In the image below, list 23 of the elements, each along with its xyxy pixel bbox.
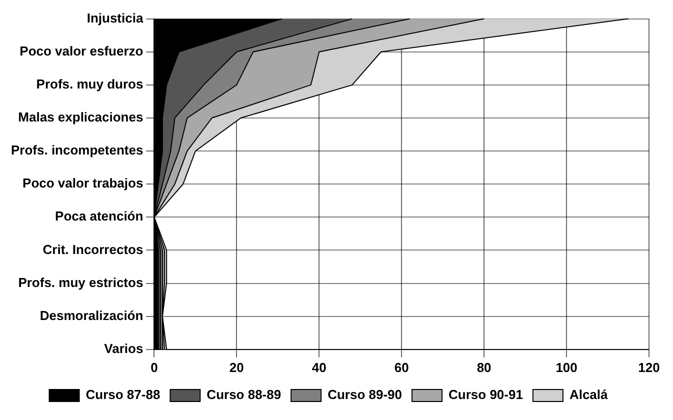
legend-label: Curso 87-88 — [86, 387, 160, 402]
y-tick-label: Injusticia — [86, 10, 144, 26]
legend-label: Curso 90-91 — [448, 387, 523, 402]
y-tick-label: Desmoralización — [40, 308, 144, 323]
x-tick-label: 100 — [556, 360, 578, 375]
y-tick-label: Varios — [104, 340, 144, 356]
x-tick-label: 0 — [150, 360, 158, 375]
y-tick-label: Poco valor trabajos — [22, 176, 144, 191]
x-tick-label: 80 — [476, 360, 492, 375]
y-tick-label: Crit. Incorrectos — [42, 242, 144, 257]
y-tick-label: Malas explicaciones — [18, 110, 144, 125]
x-tick-label: 120 — [638, 360, 660, 375]
x-tick-label: 40 — [312, 360, 326, 375]
legend-label: Alcalá — [569, 387, 609, 402]
y-tick-label: Profs. muy estrictos — [18, 274, 144, 290]
y-tick-label: Profs. incompetentes — [10, 142, 144, 158]
x-tick-label: 60 — [394, 360, 409, 375]
y-tick-label: Poca atención — [55, 208, 144, 224]
legend-label: Curso 88-89 — [206, 387, 282, 402]
x-tick-label: 20 — [229, 360, 244, 375]
y-tick-label: Poco valor esfuerzo — [20, 43, 144, 58]
y-tick-label: Profs. muy duros — [36, 76, 144, 92]
legend-label: Curso 89-90 — [328, 387, 402, 402]
